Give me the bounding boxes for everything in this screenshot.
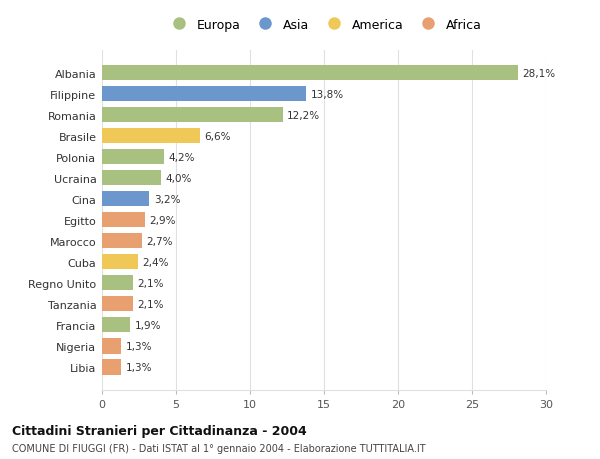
Text: 1,3%: 1,3% <box>125 362 152 372</box>
Bar <box>102 108 283 123</box>
Bar <box>102 339 121 354</box>
Text: 28,1%: 28,1% <box>523 68 556 78</box>
Bar <box>102 150 164 165</box>
Text: 4,2%: 4,2% <box>169 152 195 162</box>
Legend: Europa, Asia, America, Africa: Europa, Asia, America, Africa <box>164 16 484 34</box>
Text: 12,2%: 12,2% <box>287 111 320 120</box>
Text: 2,4%: 2,4% <box>142 257 169 267</box>
Text: 1,3%: 1,3% <box>125 341 152 351</box>
Text: Cittadini Stranieri per Cittadinanza - 2004: Cittadini Stranieri per Cittadinanza - 2… <box>12 425 307 437</box>
Text: COMUNE DI FIUGGI (FR) - Dati ISTAT al 1° gennaio 2004 - Elaborazione TUTTITALIA.: COMUNE DI FIUGGI (FR) - Dati ISTAT al 1°… <box>12 443 425 453</box>
Text: 6,6%: 6,6% <box>204 131 230 141</box>
Text: 13,8%: 13,8% <box>311 90 344 100</box>
Bar <box>102 213 145 228</box>
Bar <box>102 129 200 144</box>
Bar <box>102 87 306 102</box>
Bar <box>102 192 149 207</box>
Bar <box>102 255 137 270</box>
Text: 2,1%: 2,1% <box>137 278 164 288</box>
Text: 2,9%: 2,9% <box>149 215 176 225</box>
Bar <box>102 234 142 249</box>
Bar <box>102 359 121 375</box>
Bar <box>102 66 518 81</box>
Text: 2,1%: 2,1% <box>137 299 164 309</box>
Text: 3,2%: 3,2% <box>154 194 181 204</box>
Text: 4,0%: 4,0% <box>166 174 192 183</box>
Bar <box>102 297 133 312</box>
Bar <box>102 318 130 333</box>
Bar <box>102 276 133 291</box>
Text: 1,9%: 1,9% <box>134 320 161 330</box>
Text: 2,7%: 2,7% <box>146 236 173 246</box>
Bar <box>102 171 161 186</box>
